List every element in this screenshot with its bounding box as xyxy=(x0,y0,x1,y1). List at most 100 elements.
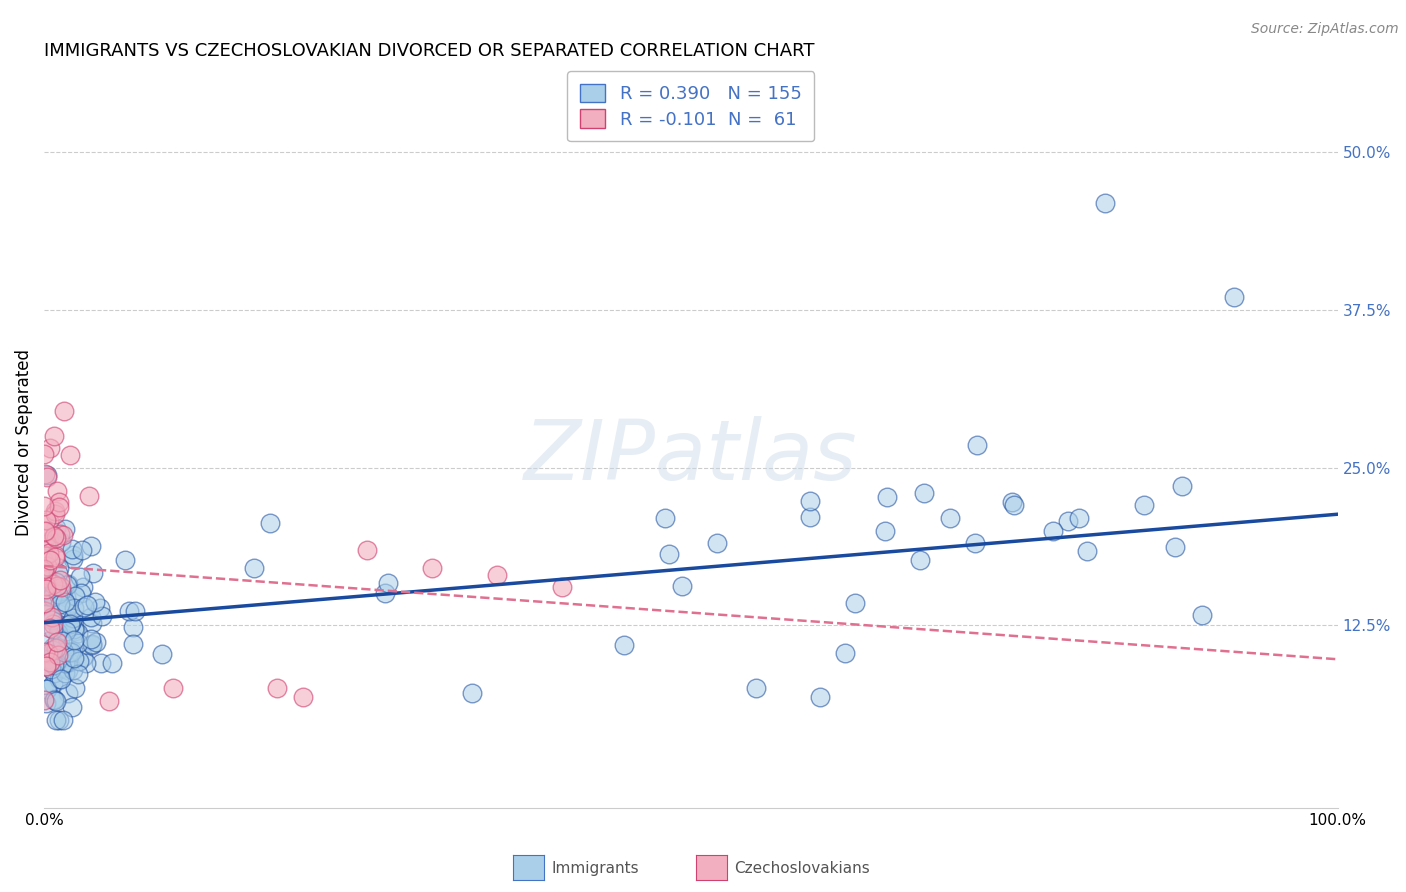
Point xyxy=(117,604,139,618)
Point xyxy=(485,567,508,582)
Point xyxy=(1076,544,1098,558)
Point xyxy=(1067,511,1090,525)
Point xyxy=(51,586,73,600)
Point xyxy=(56,663,79,677)
Point xyxy=(1132,499,1154,513)
Point xyxy=(62,611,84,625)
Point xyxy=(34,467,56,481)
Point xyxy=(45,574,67,589)
Point xyxy=(72,650,94,665)
Point xyxy=(42,616,65,631)
Point xyxy=(34,549,56,563)
Point xyxy=(42,677,65,691)
Point xyxy=(58,620,80,634)
Point xyxy=(51,583,73,598)
Point xyxy=(41,643,63,657)
Point xyxy=(844,596,866,610)
Point xyxy=(42,640,65,654)
Point xyxy=(834,646,856,660)
Point xyxy=(44,529,66,543)
Point xyxy=(67,626,90,640)
Point xyxy=(35,682,58,697)
Point xyxy=(45,641,67,656)
Point xyxy=(38,534,60,549)
Point xyxy=(37,646,59,660)
Point xyxy=(46,648,69,663)
Point xyxy=(37,571,59,585)
Point xyxy=(63,600,86,615)
Point xyxy=(45,532,67,546)
Point xyxy=(150,647,173,661)
Point xyxy=(63,651,86,665)
Point xyxy=(41,585,63,599)
Point xyxy=(55,624,77,638)
Point xyxy=(42,665,65,680)
Point xyxy=(67,654,90,668)
Point xyxy=(62,663,84,677)
Point xyxy=(41,648,63,663)
Point xyxy=(908,552,931,566)
Point xyxy=(938,511,960,525)
Point xyxy=(45,634,67,648)
Point xyxy=(35,559,58,574)
Point xyxy=(34,447,56,461)
Point xyxy=(53,665,76,680)
Point xyxy=(35,513,58,527)
Point xyxy=(35,681,58,696)
Text: Czechoslovakians: Czechoslovakians xyxy=(734,862,870,876)
Point xyxy=(1094,195,1116,210)
Point xyxy=(41,590,63,604)
Point xyxy=(39,655,62,669)
Point xyxy=(48,672,70,686)
Point xyxy=(80,638,103,652)
Point xyxy=(32,693,55,707)
Point xyxy=(114,553,136,567)
Point xyxy=(34,596,56,610)
Point xyxy=(44,504,66,518)
Point xyxy=(59,645,82,659)
Point xyxy=(44,691,66,706)
Point xyxy=(912,485,935,500)
Point xyxy=(45,579,67,593)
Point xyxy=(76,598,98,612)
Point xyxy=(35,590,58,604)
Point xyxy=(124,604,146,618)
Point xyxy=(62,548,84,562)
Legend: R = 0.390   N = 155, R = -0.101  N =  61: R = 0.390 N = 155, R = -0.101 N = 61 xyxy=(568,71,814,141)
Point xyxy=(73,600,96,615)
Point xyxy=(1171,479,1194,493)
Point xyxy=(53,523,76,537)
Point xyxy=(49,673,72,687)
Point xyxy=(42,642,65,657)
Point xyxy=(356,542,378,557)
Point xyxy=(122,620,145,634)
Point xyxy=(34,582,56,596)
Point xyxy=(79,539,101,553)
Point xyxy=(51,535,73,549)
Point xyxy=(82,566,104,580)
Point xyxy=(63,633,86,648)
Point xyxy=(58,655,80,669)
Point xyxy=(53,595,76,609)
Point xyxy=(75,656,97,670)
Point xyxy=(58,599,80,613)
Point xyxy=(44,549,66,563)
Point xyxy=(41,611,63,625)
Point xyxy=(90,656,112,670)
Point xyxy=(1001,495,1024,509)
Point xyxy=(35,537,58,551)
Point xyxy=(77,489,100,503)
Point xyxy=(243,561,266,575)
Point xyxy=(38,552,60,566)
Point xyxy=(162,681,184,696)
Point xyxy=(35,579,58,593)
Point xyxy=(45,694,67,708)
Point xyxy=(91,608,114,623)
Point xyxy=(48,713,70,727)
Point xyxy=(48,495,70,509)
Point xyxy=(38,598,60,612)
Point xyxy=(53,650,76,665)
Point xyxy=(41,609,63,624)
Point xyxy=(671,579,693,593)
Point xyxy=(45,642,67,657)
